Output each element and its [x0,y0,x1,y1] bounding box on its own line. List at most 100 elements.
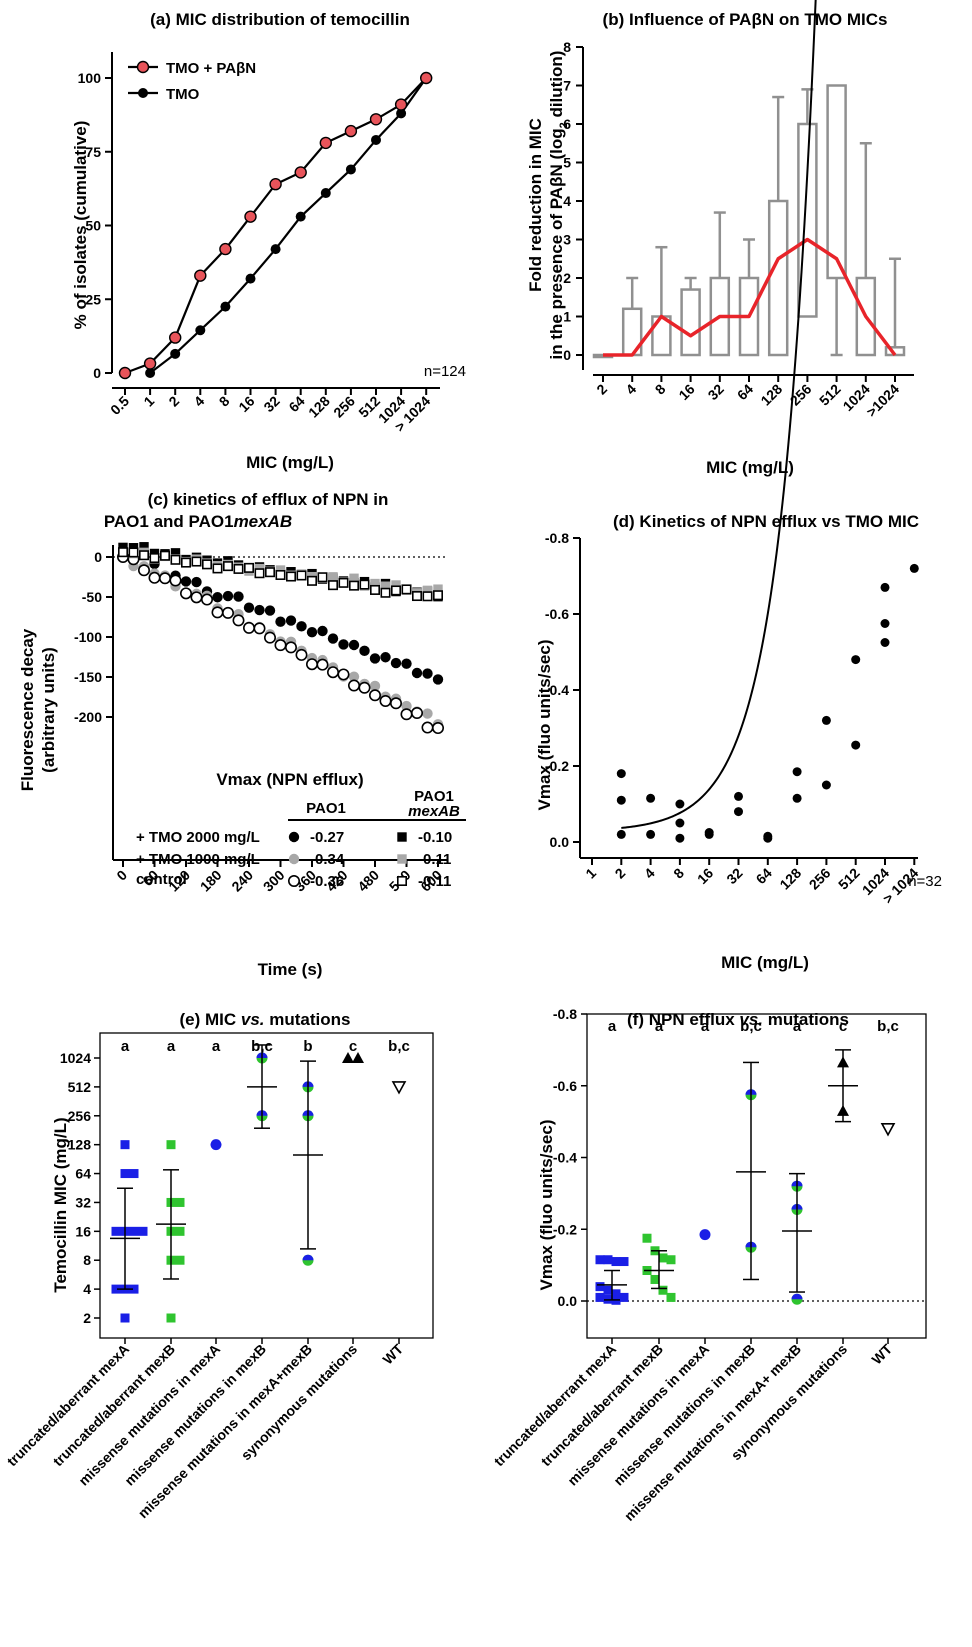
panel-f-point [666,1255,676,1265]
panel-c-point [305,658,318,671]
panel-d-point [880,582,890,592]
panel-c-point [326,666,339,679]
panel-e-significance-letter: a [167,1038,176,1055]
panel-b-median-line [603,237,897,357]
panel-e-point [129,1169,139,1179]
panel-a-xlabel: MIC (mg/L) [246,453,334,472]
panel-c-series [117,550,444,735]
panel-b-y-tick-label: 3 [563,232,571,248]
panel-d-point [880,619,890,628]
panel-a-point-tmo [245,273,256,284]
panel-f-point [619,1292,629,1302]
panel-c-legend-col2-line2: mexAB [408,803,460,820]
panel-c-point [338,639,349,650]
panel-b: (b) Influence of PAβN on TMO MICs MIC (m… [526,10,914,477]
panel-e-point [210,1139,222,1151]
panel-c-point [369,653,381,664]
panel-a-point-tmo-pabn [194,269,207,282]
panel-c-point [118,547,129,558]
panel-e-x-tick-label: WT [379,1340,406,1367]
panel-c-x-tick-label: 300 [260,867,288,895]
panel-b-y-tick-label: 1 [563,309,571,325]
panel-f-y-tick-label: -0.4 [553,1150,577,1166]
panel-d-point [616,769,626,779]
panel-c-point [317,625,328,637]
panel-c-point [253,622,266,635]
panel-c-point [358,681,371,694]
panel-a-legend-marker-0 [136,60,150,74]
panel-c-point [379,694,392,707]
panel-b-x-tick-label: 32 [705,381,727,403]
panel-a-point-tmo-pabn [369,113,383,126]
panel-c-point [370,578,380,589]
panel-e-point [175,1255,185,1265]
panel-d-x-tick-label: 2 [612,865,629,882]
panel-f-title: (f) NPN efflux vs. mutations [627,1010,849,1029]
panel-e-y-tick-label: 4 [83,1281,91,1297]
panel-e-point [166,1313,176,1323]
panel-e-significance-letter: b,c [388,1038,410,1055]
panel-c-x-tick-label: 600 [417,867,445,895]
panel-a-x-tick-label: 64 [285,393,307,415]
panel-c-point [170,554,181,565]
panel-b-title: (b) Influence of PAβN on TMO MICs [603,10,888,29]
panel-c-legend-row-pao1: -0.27 [310,829,344,846]
panel-c-point [295,648,308,661]
panel-a-point-tmo [320,188,331,199]
panel-c-y-tick-label: 0 [94,549,102,565]
panel-c-point [212,592,223,603]
panel-a-point-tmo-pabn [269,177,282,191]
panel-c-point [359,579,370,590]
panel-c-point [328,572,338,582]
panel-f-point [603,1255,613,1265]
panel-b-y-tick-label: 0 [563,347,571,363]
panel-c: (c) kinetics of efflux of NPN in PAO1 an… [18,490,466,979]
panel-c-point [389,697,402,710]
panel-d-xlabel: MIC (mg/L) [721,953,809,972]
panel-b-title-prefix: (b) Influence of PA [603,10,752,29]
panel-f-point [699,1229,711,1241]
panel-a-x-tick-label: 128 [305,393,333,421]
panel-a-y-tick-label: 50 [85,218,101,234]
panel-c-x-tick-label: 480 [354,867,382,895]
panel-c-point [254,568,265,579]
panel-d-point [734,807,743,817]
panel-e-group [391,1081,407,1095]
panel-b-ylabel-line2: in the presence of PAβN (log2 dilution) [547,51,570,360]
panel-c-point [306,627,318,638]
panel-c-point [148,571,161,584]
panel-c-point [233,591,244,602]
panel-e-group [110,1140,148,1323]
panel-f-y-tick-label: -0.8 [553,1006,577,1022]
panel-c-point [254,604,265,616]
panel-e-group [293,1060,323,1266]
panel-f-point [642,1233,652,1243]
panel-e-group [247,1044,277,1129]
panel-c-y-tick-label: -100 [74,629,102,645]
panel-c-point [337,668,350,681]
panel-d-y-tick-label: -0.2 [545,758,569,774]
panel-a-point-tmo-pabn [244,210,257,223]
panel-f-point [603,1285,613,1295]
panel-b-box [621,276,643,357]
panel-c-legend-marker-mexab [396,875,407,886]
panel-a-annotation: n=124 [424,363,466,380]
panel-c-legend-marker-pao1 [288,831,300,843]
panel-d-point [880,638,890,647]
panel-c-y-tick-label: -150 [74,669,102,685]
panel-f-y-tick-label: -0.6 [553,1078,577,1094]
panel-c-point [368,689,381,702]
panel-a-point-tmo [270,244,281,255]
panel-e-point [175,1226,185,1236]
panel-e-group [342,1052,364,1063]
panel-a-point-tmo [195,325,206,336]
panel-a-legend-label-1: TMO [166,86,200,103]
panel-c-point [170,548,181,558]
panel-d-point [821,780,831,790]
panel-c-point [138,564,151,577]
panel-f-point [666,1292,676,1302]
panel-c-legend-col2-line1: PAO1 [414,788,454,805]
panel-f-significance-letter: a [793,1018,802,1035]
panel-c-point [306,575,317,586]
